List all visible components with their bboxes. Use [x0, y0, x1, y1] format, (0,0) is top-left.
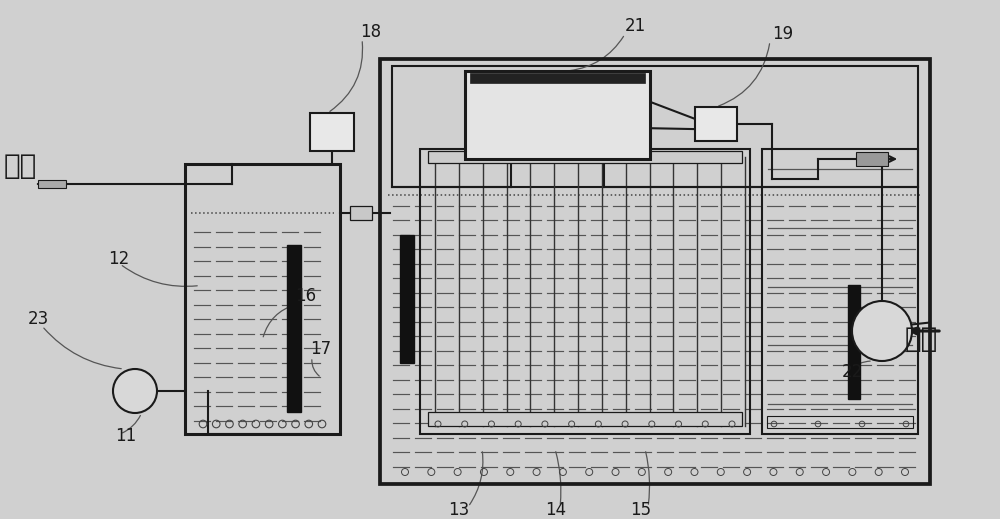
Text: 19: 19	[772, 25, 793, 43]
Bar	[287, 244, 300, 412]
Bar	[38, 180, 66, 188]
Text: 16: 16	[295, 287, 316, 305]
Text: 23: 23	[28, 310, 49, 328]
Text: 13: 13	[448, 501, 469, 519]
Bar	[350, 206, 372, 220]
Bar	[465, 71, 650, 159]
Bar	[400, 235, 414, 363]
Text: 11: 11	[115, 427, 136, 445]
Text: 21: 21	[625, 17, 646, 35]
Text: 12: 12	[108, 250, 129, 268]
Bar	[185, 164, 340, 434]
Text: 污水: 污水	[4, 152, 37, 180]
Bar	[470, 73, 645, 83]
Text: 17: 17	[310, 340, 331, 358]
Bar	[420, 149, 750, 434]
Bar	[695, 107, 737, 141]
Text: 22: 22	[842, 363, 863, 381]
Bar	[392, 66, 918, 187]
Circle shape	[113, 369, 157, 413]
Bar	[380, 59, 930, 484]
Text: 出水: 出水	[905, 325, 938, 353]
Text: 15: 15	[630, 501, 651, 519]
Bar	[428, 151, 742, 163]
Bar	[428, 412, 742, 426]
Bar	[762, 149, 918, 434]
Circle shape	[852, 301, 912, 361]
Bar	[767, 416, 913, 428]
Text: 14: 14	[545, 501, 566, 519]
Bar	[310, 113, 354, 151]
Bar	[856, 152, 888, 166]
Bar	[848, 285, 860, 399]
Text: 18: 18	[360, 23, 381, 41]
